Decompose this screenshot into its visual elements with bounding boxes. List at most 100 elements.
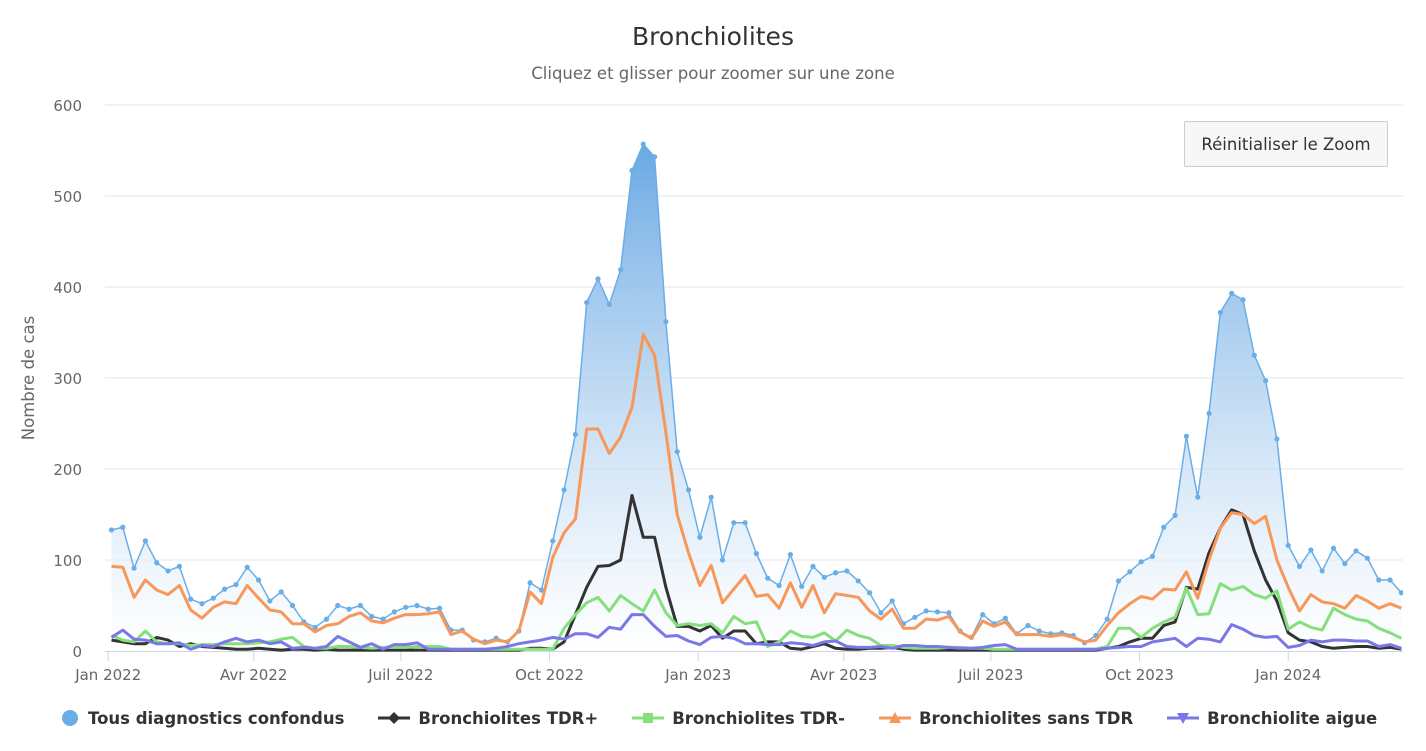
data-point[interactable] xyxy=(1330,545,1337,551)
data-point[interactable] xyxy=(572,431,578,438)
data-point[interactable] xyxy=(878,610,884,616)
data-point[interactable] xyxy=(799,583,805,589)
data-point[interactable] xyxy=(1183,433,1189,439)
data-point[interactable] xyxy=(267,598,273,604)
data-point[interactable] xyxy=(889,598,895,604)
data-point[interactable] xyxy=(255,577,262,583)
data-point[interactable] xyxy=(165,568,171,574)
data-point[interactable] xyxy=(640,141,646,147)
series-line-3[interactable] xyxy=(111,332,1402,646)
data-point[interactable] xyxy=(595,276,601,282)
data-point[interactable] xyxy=(1002,615,1008,621)
data-point[interactable] xyxy=(1387,577,1393,583)
data-point[interactable] xyxy=(1376,577,1382,583)
data-point[interactable] xyxy=(312,624,318,630)
data-point[interactable] xyxy=(278,589,284,595)
data-point[interactable] xyxy=(233,581,239,588)
data-point[interactable] xyxy=(357,602,363,609)
data-point[interactable] xyxy=(289,602,296,609)
data-point[interactable] xyxy=(1398,590,1404,596)
data-point[interactable] xyxy=(1229,290,1235,296)
data-point[interactable] xyxy=(1161,524,1167,530)
data-point[interactable] xyxy=(210,595,216,601)
data-point[interactable] xyxy=(108,527,115,533)
data-point[interactable] xyxy=(425,606,431,612)
data-point[interactable] xyxy=(1319,568,1325,574)
data-point[interactable] xyxy=(753,551,760,557)
data-point[interactable] xyxy=(1206,410,1212,417)
data-point[interactable] xyxy=(1138,559,1144,565)
data-point[interactable] xyxy=(1149,553,1156,559)
data-point[interactable] xyxy=(855,578,861,584)
data-point[interactable] xyxy=(1251,352,1257,358)
data-point[interactable] xyxy=(550,538,556,544)
data-point[interactable] xyxy=(188,596,194,602)
data-point[interactable] xyxy=(199,601,205,607)
data-point[interactable] xyxy=(538,587,545,593)
data-point[interactable] xyxy=(629,167,635,174)
data-point[interactable] xyxy=(742,520,748,526)
data-point[interactable] xyxy=(844,568,850,574)
data-point[interactable] xyxy=(1285,542,1291,549)
data-point[interactable] xyxy=(866,590,873,596)
data-point[interactable] xyxy=(685,487,692,493)
data-point[interactable] xyxy=(651,154,658,160)
data-point[interactable] xyxy=(663,318,669,325)
data-point[interactable] xyxy=(1296,563,1303,569)
data-point[interactable] xyxy=(1342,561,1348,567)
data-point[interactable] xyxy=(584,299,590,306)
data-point[interactable] xyxy=(414,602,420,609)
data-point[interactable] xyxy=(1263,378,1269,384)
data-point[interactable] xyxy=(833,570,839,576)
legend-item[interactable]: Bronchiolites TDR+ xyxy=(378,708,598,728)
data-point[interactable] xyxy=(380,616,386,622)
data-point[interactable] xyxy=(787,551,793,558)
data-point[interactable] xyxy=(1240,297,1246,303)
data-point[interactable] xyxy=(403,604,409,610)
data-point[interactable] xyxy=(697,534,703,540)
data-point[interactable] xyxy=(346,606,352,612)
data-point[interactable] xyxy=(1308,547,1314,553)
data-point[interactable] xyxy=(335,602,341,609)
data-point[interactable] xyxy=(606,301,612,307)
legend-item[interactable]: Tous diagnostics confondus xyxy=(60,708,344,728)
data-point[interactable] xyxy=(142,538,149,544)
data-point[interactable] xyxy=(980,612,986,618)
legend-item[interactable]: Bronchiolite aigue xyxy=(1167,708,1377,728)
data-point[interactable] xyxy=(131,565,137,571)
data-point[interactable] xyxy=(618,267,624,273)
data-point[interactable] xyxy=(323,616,330,622)
data-point[interactable] xyxy=(561,487,567,493)
data-point[interactable] xyxy=(1274,436,1280,442)
data-point[interactable] xyxy=(1195,494,1201,500)
data-point[interactable] xyxy=(120,524,126,530)
data-point[interactable] xyxy=(912,614,918,620)
data-point[interactable] xyxy=(244,564,250,570)
data-point[interactable] xyxy=(1115,578,1122,584)
data-point[interactable] xyxy=(1172,512,1178,519)
data-point[interactable] xyxy=(765,575,771,581)
data-point[interactable] xyxy=(222,586,228,592)
data-point[interactable] xyxy=(934,609,941,615)
data-point[interactable] xyxy=(674,449,680,455)
data-point[interactable] xyxy=(1104,616,1110,622)
data-point[interactable] xyxy=(719,557,726,563)
data-point[interactable] xyxy=(776,582,782,589)
data-point[interactable] xyxy=(810,563,816,569)
series-line-2[interactable] xyxy=(110,582,1403,651)
data-point[interactable] xyxy=(731,520,737,526)
data-point[interactable] xyxy=(154,560,160,566)
data-point[interactable] xyxy=(946,610,952,616)
data-point[interactable] xyxy=(821,574,827,580)
legend-item[interactable]: Bronchiolites TDR- xyxy=(632,708,845,728)
legend-item[interactable]: Bronchiolites sans TDR xyxy=(878,708,1133,728)
data-point[interactable] xyxy=(1025,622,1031,629)
data-point[interactable] xyxy=(1353,548,1359,554)
data-point[interactable] xyxy=(1127,569,1133,575)
data-point[interactable] xyxy=(1364,555,1371,561)
data-point[interactable] xyxy=(923,608,929,614)
data-point[interactable] xyxy=(1217,309,1223,316)
data-point[interactable] xyxy=(391,609,397,615)
data-point[interactable] xyxy=(527,580,533,586)
